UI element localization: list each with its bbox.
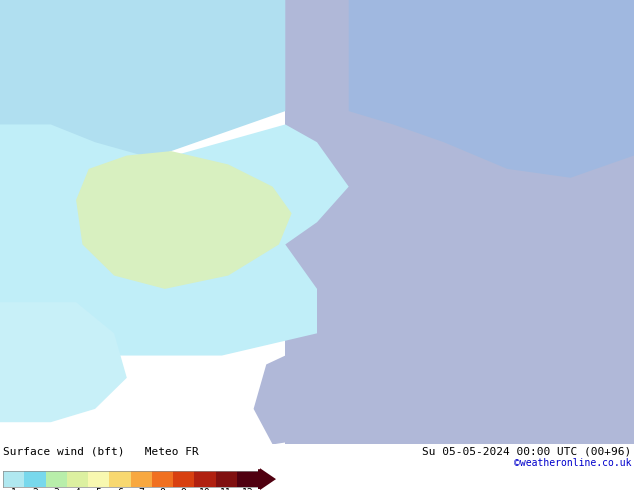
Text: 4: 4 (74, 488, 81, 490)
Bar (216, 471, 236, 487)
Ellipse shape (409, 69, 453, 91)
Polygon shape (349, 155, 634, 320)
Text: 6: 6 (117, 488, 123, 490)
Text: 3: 3 (53, 488, 59, 490)
Polygon shape (76, 151, 292, 289)
Polygon shape (0, 124, 349, 356)
Bar (46, 471, 67, 487)
Bar (24, 471, 46, 487)
Text: 2: 2 (32, 488, 38, 490)
Bar (3, 471, 24, 487)
Bar (173, 471, 194, 487)
Polygon shape (285, 0, 634, 444)
Polygon shape (0, 0, 285, 178)
FancyArrow shape (258, 468, 276, 490)
Text: 7: 7 (138, 488, 144, 490)
Text: 8: 8 (159, 488, 165, 490)
Ellipse shape (555, 102, 586, 120)
Text: 12: 12 (242, 488, 253, 490)
Bar (152, 471, 173, 487)
Bar (194, 471, 216, 487)
Text: Su 05-05-2024 00:00 UTC (00+96): Su 05-05-2024 00:00 UTC (00+96) (422, 446, 631, 456)
Bar (67, 471, 88, 487)
Polygon shape (349, 0, 634, 178)
Bar (88, 471, 109, 487)
Bar (109, 471, 131, 487)
Text: ©weatheronline.co.uk: ©weatheronline.co.uk (514, 458, 631, 468)
Text: 9: 9 (181, 488, 186, 490)
Text: Surface wind (bft)   Meteo FR: Surface wind (bft) Meteo FR (3, 446, 198, 456)
Bar (236, 471, 258, 487)
Text: 11: 11 (220, 488, 232, 490)
Polygon shape (254, 346, 342, 444)
Text: 5: 5 (96, 488, 101, 490)
Text: 10: 10 (199, 488, 210, 490)
Text: 1: 1 (11, 488, 16, 490)
Polygon shape (0, 302, 127, 422)
Bar (131, 471, 152, 487)
